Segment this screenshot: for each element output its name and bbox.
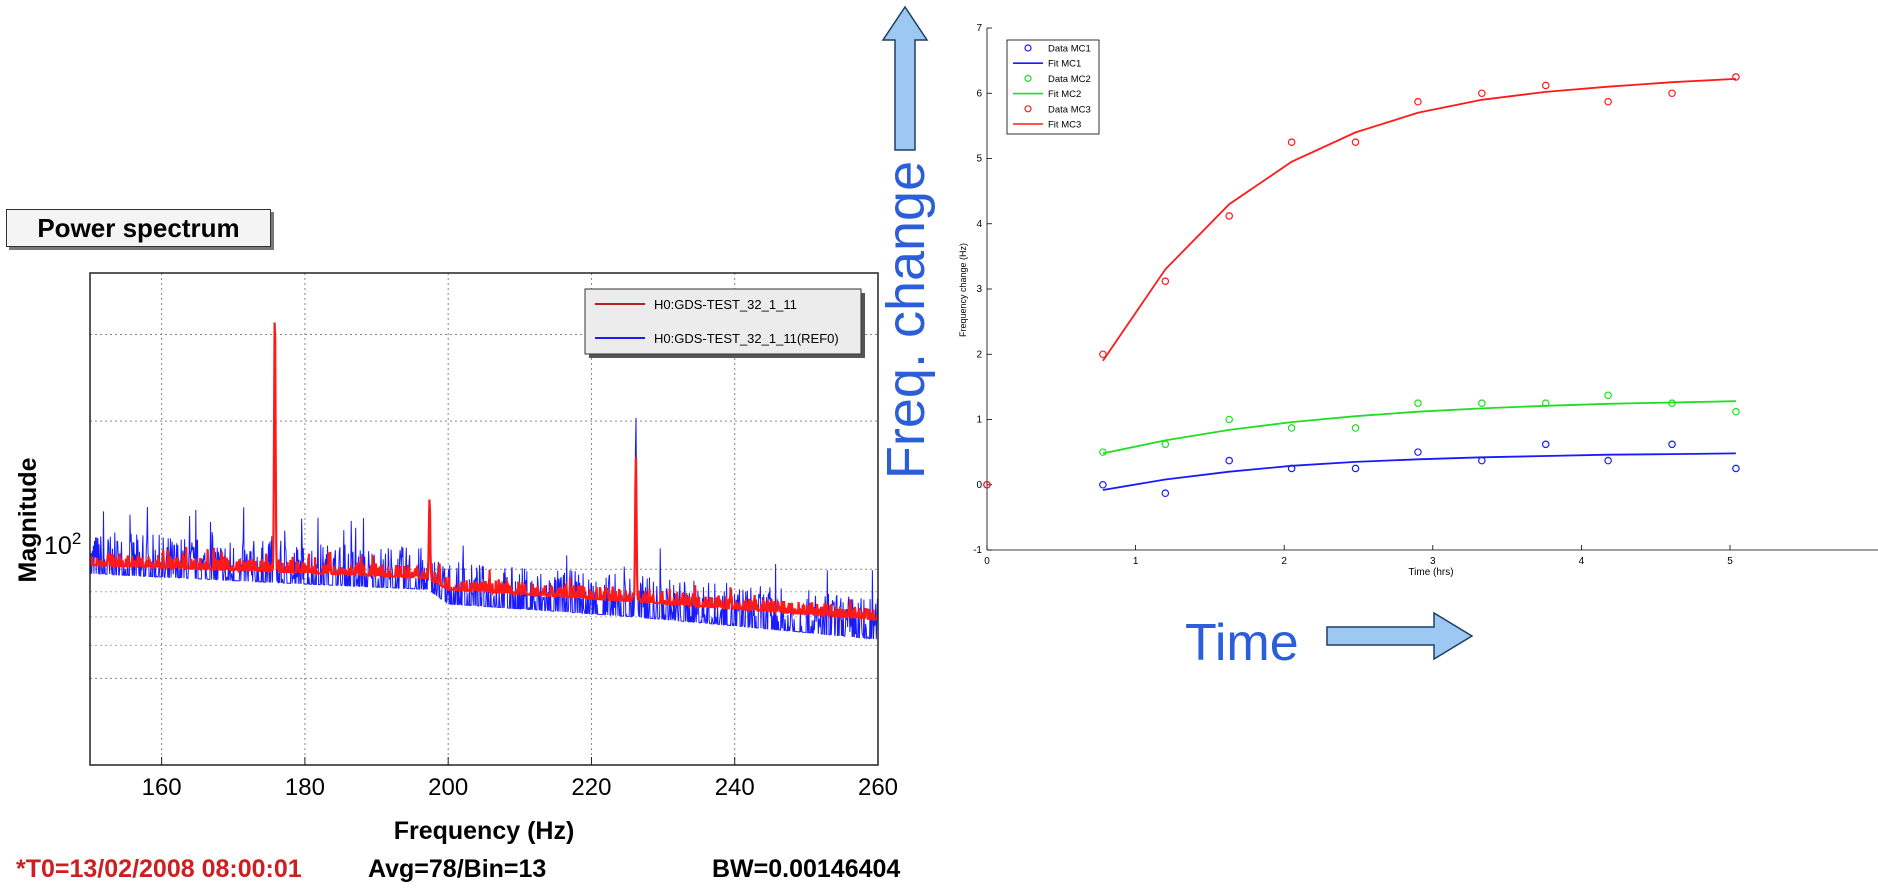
- freq-change-legend-label: Fit MC1: [1048, 59, 1081, 70]
- freq-change-annotation-text: Freq. change: [876, 161, 936, 479]
- freq-change-data-point: [1668, 440, 1676, 449]
- freq-change-data-point: [1351, 138, 1360, 146]
- spectrum-x-axis-label: Frequency (Hz): [394, 817, 575, 845]
- spectrum-series: [89, 322, 879, 640]
- freq-change-data-point: [1732, 407, 1740, 416]
- spectrum-y-tick-label: 102: [44, 529, 81, 560]
- freq-change-data-point: [1351, 464, 1360, 473]
- spectrum-series-line-live: [89, 322, 879, 622]
- spectrum-x-tick-label: 260: [858, 774, 898, 801]
- freq-change-data-point: [1604, 456, 1612, 465]
- spectrum-legend-box: [584, 288, 862, 355]
- freq-change-x-tick-label: 3: [1430, 556, 1436, 567]
- freq-change-legend-label: Data MC2: [1048, 74, 1091, 85]
- freq-change-data-point: [1099, 350, 1107, 359]
- time-annotation: Time: [1185, 611, 1474, 672]
- power-spectrum-chart: 160 180 200 220 240 260 102 Frequency (Hz) Ma…: [14, 272, 898, 845]
- spectrum-series-line-ref: [89, 380, 879, 640]
- up-arrow-shape: [881, 5, 929, 151]
- freq-change-data-point: [1604, 391, 1612, 400]
- freq-change-data-point: [1287, 424, 1296, 432]
- spectrum-y-tick-base: 10: [44, 532, 72, 560]
- freq-change-x-tick-label: 5: [1727, 556, 1733, 567]
- freq-change-data-point: [1225, 212, 1234, 220]
- power-spectrum-title-text: Power spectrum: [37, 212, 240, 243]
- freq-change-legend-label: Fit MC2: [1048, 89, 1081, 100]
- freq-change-y-tick-label: 5: [976, 154, 982, 165]
- freq-change-x-tick-label: 0: [984, 556, 990, 567]
- freq-change-x-tick-label: 2: [1281, 556, 1287, 567]
- freq-change-data-point: [1732, 73, 1740, 81]
- freq-change-data-point: [1414, 448, 1422, 456]
- freq-change-y-tick-label: 0: [976, 480, 982, 491]
- freq-change-y-tick-label: 4: [976, 219, 982, 230]
- freq-change-data-point: [1604, 97, 1612, 106]
- freq-change-data-point: [1478, 89, 1486, 98]
- freq-change-data-point: [1541, 440, 1550, 449]
- footer-avg: Avg=78/Bin=13: [368, 855, 547, 883]
- freq-change-data-point: [1161, 277, 1170, 285]
- spectrum-y-tick-exp: 2: [72, 529, 81, 548]
- freq-change-data-point: [1225, 456, 1234, 465]
- right-arrow-icon: [1326, 611, 1474, 661]
- spectrum-x-tick-label: 180: [285, 774, 325, 801]
- freq-change-data-point: [1161, 440, 1170, 449]
- freq-change-data-point: [1351, 424, 1360, 432]
- freq-change-legend: Data MC1 Fit MC1 Data MC2 Fit MC2 Data MC3 Fi…: [1006, 39, 1100, 135]
- spectrum-x-tick-label: 200: [428, 774, 468, 801]
- freq-change-legend-label: Fit MC3: [1048, 120, 1081, 131]
- freq-change-legend-swatch: [1024, 74, 1032, 83]
- freq-change-data-point: [1668, 89, 1676, 98]
- footer-t0: *T0=13/02/2008 08:00:01: [16, 855, 302, 883]
- freq-change-y-axis-label: Frequency change (Hz): [958, 243, 968, 337]
- freq-change-data-point: [1414, 399, 1422, 407]
- freq-change-fit-line: [1102, 400, 1736, 455]
- freq-change-y-tick-label: 6: [976, 88, 982, 99]
- freq-change-y-tick-label: 1: [976, 415, 982, 426]
- freq-change-fit-line: [1102, 78, 1736, 362]
- freq-change-data-point: [1161, 489, 1170, 498]
- spectrum-legend-label-2: H0:GDS-TEST_32_1_11(REF0): [654, 331, 839, 346]
- freq-change-legend-swatch: [1024, 105, 1032, 113]
- spectrum-plot-frame: [89, 272, 879, 766]
- spectrum-y-axis-label: Magnitude: [14, 457, 42, 582]
- freq-change-fit-line: [1102, 452, 1736, 491]
- spectrum-x-tick-label: 220: [571, 774, 611, 801]
- freq-change-data-point: [1732, 464, 1740, 473]
- freq-change-data-point: [1287, 138, 1296, 146]
- power-spectrum-title: Power spectrum: [6, 209, 271, 247]
- freq-change-y-tick-label: -1: [973, 545, 982, 556]
- freq-change-y-tick-label: 7: [976, 23, 982, 34]
- freq-change-series: [983, 73, 1740, 498]
- freq-change-legend-label: Data MC1: [1048, 44, 1091, 55]
- freq-change-x-tick-label: 1: [1133, 556, 1139, 567]
- freq-change-data-point: [1225, 415, 1234, 424]
- spectrum-x-tick-label: 160: [142, 774, 182, 801]
- spectrum-x-tick-label: 240: [715, 774, 755, 801]
- time-annotation-text: Time: [1185, 614, 1299, 672]
- freq-change-data-point: [983, 480, 991, 489]
- freq-change-legend-swatch: [1024, 44, 1032, 52]
- spectrum-x-ticks: 160 180 200 220 240 260: [142, 757, 898, 801]
- spectrum-legend-label-1: H0:GDS-TEST_32_1_11: [654, 297, 797, 312]
- freq-change-data-point: [1478, 399, 1486, 407]
- freq-change-y-tick-label: 2: [976, 349, 982, 360]
- freq-change-annotation: Freq. change: [876, 5, 936, 479]
- freq-change-y-tick-label: 3: [976, 284, 982, 295]
- freq-change-x-tick-label: 4: [1579, 556, 1585, 567]
- freq-change-x-axis-label: Time (hrs): [1408, 567, 1453, 578]
- freq-change-legend-box: [1006, 39, 1100, 135]
- spectrum-legend: H0:GDS-TEST_32_1_11 H0:GDS-TEST_32_1_11(…: [584, 288, 865, 358]
- footer-bw: BW=0.00146404: [712, 855, 901, 883]
- freq-change-legend-label: Data MC3: [1048, 104, 1091, 115]
- freq-change-data-point: [1414, 97, 1422, 106]
- freq-change-data-point: [1099, 480, 1107, 489]
- freq-change-data-point: [1478, 456, 1486, 465]
- freq-change-data-point: [1541, 81, 1550, 90]
